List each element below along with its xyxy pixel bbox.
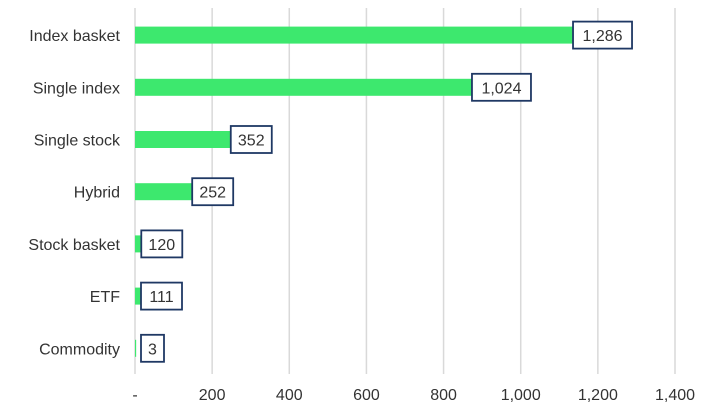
data-label-box	[140, 281, 183, 311]
data-label: 3	[140, 333, 165, 363]
x-tick-label: 200	[199, 387, 226, 404]
data-label-text: 120	[148, 237, 175, 254]
x-axis-tick-labels: - 200 400 600 800 1,000 1,200 1,400	[132, 387, 695, 404]
x-tick-label: 600	[353, 387, 380, 404]
data-label: 1,286	[572, 20, 633, 50]
x-tick-label: 1,000	[501, 387, 541, 404]
category-label: Commodity	[39, 341, 120, 358]
data-label-text: 1,024	[481, 80, 521, 97]
data-label: 352	[229, 125, 273, 154]
category-label: Index basket	[29, 28, 120, 45]
data-label-text: 3	[148, 341, 157, 358]
x-tick-label: 1,200	[578, 387, 618, 404]
category-label: Stock basket	[28, 237, 120, 254]
data-label-box	[572, 20, 633, 50]
data-label: 1,024	[471, 72, 532, 102]
data-label-box	[140, 229, 184, 259]
grid-lines	[134, 8, 676, 374]
data-label: 120	[140, 229, 184, 259]
bar	[135, 78, 530, 96]
x-tick-label: 400	[276, 387, 303, 404]
data-label-box	[140, 333, 165, 363]
data-label-box	[229, 125, 273, 154]
data-label-box	[471, 72, 532, 102]
category-label: Single index	[33, 80, 120, 97]
data-label-text: 111	[149, 289, 173, 306]
category-labels: Index basket Single index Single stock Hybr…	[28, 28, 121, 358]
category-label: Single stock	[34, 133, 121, 150]
x-tick-label: -	[132, 387, 137, 404]
x-tick-label: 800	[430, 387, 457, 404]
data-label-text: 252	[199, 185, 226, 202]
x-tick-label: 1,400	[655, 387, 695, 404]
bar	[135, 339, 137, 357]
bar	[135, 26, 632, 44]
data-label-text: 1,286	[583, 28, 623, 45]
data-label-text: 352	[238, 133, 265, 150]
category-label: ETF	[90, 289, 120, 306]
category-label: Hybrid	[74, 185, 120, 202]
data-label-box	[191, 177, 235, 207]
data-label: 111	[140, 281, 183, 311]
data-labels: 1,286 1,024 352 252 120 111 3	[140, 20, 633, 363]
data-label: 252	[191, 177, 235, 207]
